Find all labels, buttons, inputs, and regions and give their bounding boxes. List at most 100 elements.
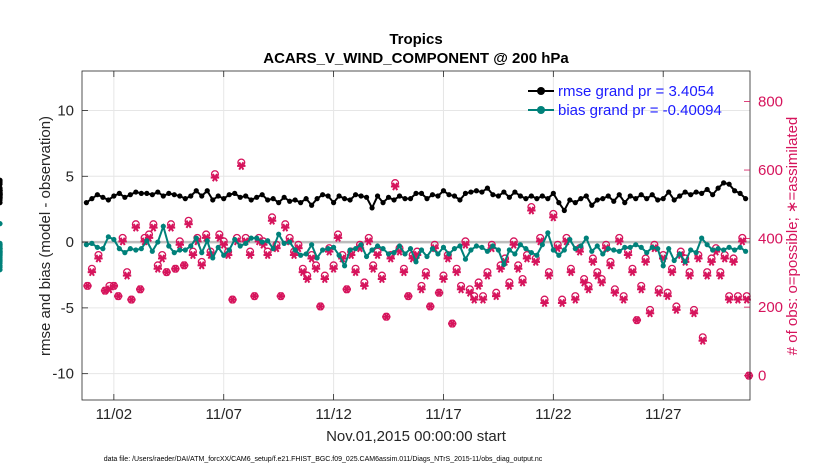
rmse-point — [737, 190, 743, 196]
obs-assimilated-marker — [689, 309, 699, 318]
bias-point — [616, 248, 622, 254]
y2-tick-label: 400 — [758, 231, 783, 248]
obs-assimilated-stroke — [168, 223, 174, 232]
obs-assimilated-stroke — [383, 312, 390, 321]
obs-assimilated-marker — [738, 237, 747, 246]
bias-point — [0, 251, 3, 257]
obs-assimilated-marker — [289, 250, 299, 260]
bias-point — [583, 235, 589, 241]
bias-point — [94, 244, 100, 250]
bias-point — [0, 264, 3, 270]
bias-point — [226, 247, 232, 253]
bias-point — [561, 247, 567, 253]
rmse-point — [380, 200, 386, 206]
bias-point — [171, 250, 177, 256]
bias-point — [369, 247, 375, 253]
rmse-point — [468, 189, 474, 195]
bias-point — [671, 257, 677, 264]
obs-assimilated-marker — [175, 240, 184, 249]
legend-rmse-marker — [537, 87, 545, 95]
bias-point — [688, 247, 694, 253]
obs-assimilated-stroke — [335, 233, 341, 243]
obs-assimilated-stroke — [462, 240, 469, 249]
obs-assimilated-stroke — [699, 336, 706, 345]
rmse-point — [248, 197, 254, 203]
bias-point — [259, 239, 265, 245]
bias-point — [501, 261, 507, 268]
bias-point — [627, 244, 633, 250]
obs-assimilated-marker — [373, 250, 382, 260]
rmse-point — [457, 197, 463, 203]
obs-assimilated-stroke — [299, 268, 306, 277]
obs-assimilated-marker — [298, 268, 308, 277]
obs-assimilated-marker — [219, 240, 228, 249]
obs-assimilated-marker — [276, 292, 286, 301]
rmse-point — [210, 197, 216, 203]
rmse-point — [556, 200, 562, 206]
obs-assimilated-marker — [118, 237, 127, 246]
bias-point — [435, 251, 441, 257]
bias-point — [490, 243, 496, 249]
obs-assimilated-marker — [171, 264, 180, 273]
obs-assimilated-marker — [342, 285, 351, 294]
obs-assimilated-stroke — [330, 264, 337, 273]
obs-assimilated-marker — [637, 285, 646, 294]
bias-point — [468, 247, 474, 253]
obs-assimilated-marker — [158, 254, 167, 263]
obs-assimilated-marker — [513, 264, 523, 273]
obs-assimilated-marker — [281, 223, 290, 232]
obs-assimilated-stroke — [84, 281, 91, 291]
rmse-point — [660, 196, 666, 202]
obs-assimilated-stroke — [739, 237, 746, 246]
obs-assimilated-stroke — [137, 285, 144, 294]
rmse-point — [111, 193, 117, 199]
obs-assimilated-stroke — [480, 295, 486, 304]
y-tick-label: 5 — [66, 168, 74, 185]
bias-point — [589, 248, 595, 254]
x-tick-label: 11/12 — [315, 406, 351, 423]
obs-assimilated-stroke — [304, 274, 311, 284]
x-tick-label: 11/22 — [535, 406, 571, 423]
obs-assimilated-marker — [588, 257, 598, 267]
obs-assimilated-stroke — [124, 271, 131, 280]
obs-assimilated-marker — [197, 261, 206, 270]
obs-assimilated-stroke — [629, 268, 636, 277]
obs-assimilated-marker — [505, 281, 514, 291]
rmse-point — [347, 197, 353, 203]
obs-assimilated-marker — [540, 298, 549, 308]
obs-assimilated-stroke — [387, 254, 394, 263]
rmse-point — [484, 185, 491, 191]
obs-assimilated-stroke — [616, 237, 623, 246]
bias-point — [166, 243, 172, 249]
rmse-point — [325, 193, 331, 199]
bias-point — [407, 246, 414, 252]
rmse-point — [237, 194, 243, 200]
obs-assimilated-stroke — [743, 295, 750, 304]
obs-assimilated-stroke — [655, 288, 662, 297]
bias-point — [347, 247, 353, 253]
y-axis-label: rmse and bias (model - observation) — [37, 116, 54, 356]
rmse-point — [138, 190, 144, 196]
bias-point — [418, 247, 425, 253]
rmse-point — [122, 194, 128, 200]
bias-point — [506, 247, 512, 253]
rmse-point — [221, 196, 227, 202]
rmse-point — [550, 190, 556, 196]
obs-assimilated-marker — [311, 264, 321, 273]
bias-point — [644, 250, 650, 256]
obs-assimilated-marker — [571, 295, 580, 304]
rmse-point — [578, 196, 584, 202]
rmse-point — [259, 192, 265, 198]
rmse-point — [435, 193, 441, 199]
bias-point — [605, 246, 611, 252]
bias-point — [512, 251, 518, 257]
obs-assimilated-stroke — [664, 292, 671, 301]
rmse-point — [418, 190, 425, 196]
rmse-point — [182, 196, 188, 202]
obs-assimilated-stroke — [440, 274, 447, 284]
obs-assimilated-marker — [360, 281, 369, 291]
legend-rmse-label: rmse grand pr = 3.4054 — [558, 83, 714, 100]
obs-assimilated-stroke — [128, 295, 135, 304]
rmse-point — [133, 189, 139, 195]
obs-assimilated-stroke — [229, 295, 236, 304]
